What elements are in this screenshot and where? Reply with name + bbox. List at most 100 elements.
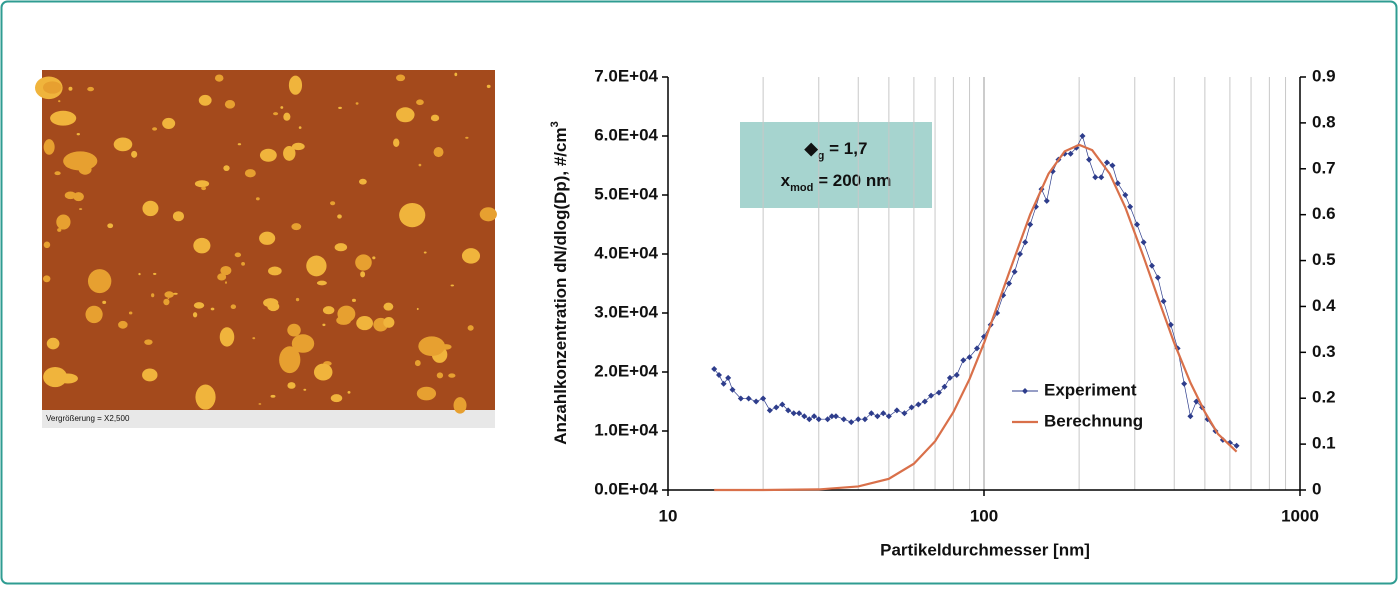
y2-tick-label: 0.9 <box>1312 66 1336 85</box>
particle <box>201 187 206 191</box>
particle <box>287 324 300 337</box>
y2-tick-label: 0.4 <box>1312 296 1336 315</box>
particle <box>211 308 215 311</box>
particle <box>87 87 94 91</box>
particle <box>359 179 367 185</box>
particle <box>118 321 128 329</box>
legend-label: Berechnung <box>1044 411 1143 430</box>
particle <box>194 302 204 308</box>
particle <box>462 248 480 263</box>
particle <box>79 208 82 210</box>
particle <box>260 149 277 162</box>
particle <box>152 127 157 130</box>
particle <box>131 151 137 158</box>
particle <box>65 159 73 168</box>
particle <box>348 391 351 394</box>
particle <box>195 180 209 187</box>
y2-tick-label: 0.7 <box>1312 158 1336 177</box>
particle <box>58 374 78 384</box>
particle <box>416 99 424 105</box>
particle <box>296 298 299 301</box>
particle <box>417 308 419 310</box>
y-tick-label: 5.0E+04 <box>594 184 658 203</box>
particle <box>163 299 169 305</box>
particle <box>487 85 491 88</box>
particle <box>287 382 295 389</box>
particle <box>43 275 50 282</box>
annotation-sub: mod <box>790 182 813 194</box>
y-tick-label: 1.0E+04 <box>594 420 658 439</box>
particle <box>335 243 348 251</box>
particle <box>220 327 235 346</box>
particle <box>465 137 468 139</box>
particle <box>138 273 140 275</box>
particle <box>258 403 261 405</box>
particle <box>225 100 235 109</box>
particle <box>195 385 215 410</box>
particle <box>241 262 245 266</box>
y2-tick-label: 0.3 <box>1312 342 1336 361</box>
y-tick-label: 2.0E+04 <box>594 361 658 380</box>
particle <box>173 211 184 221</box>
particle <box>393 139 399 147</box>
annotation-text: ◆ <box>804 139 819 158</box>
particle <box>259 232 275 245</box>
particle <box>153 273 156 275</box>
particle <box>144 339 152 345</box>
particle <box>355 254 372 270</box>
particle <box>114 138 133 152</box>
particle <box>44 242 51 249</box>
particle <box>273 112 278 115</box>
y-label-text: Anzahlkonzentration dN/dlog(Dp), #/cm <box>551 127 570 444</box>
particle <box>480 207 497 221</box>
particle <box>417 387 436 401</box>
particle <box>338 107 342 109</box>
particle <box>454 397 467 413</box>
particle <box>356 102 359 104</box>
particle <box>280 106 283 109</box>
particle <box>330 201 335 205</box>
particle <box>383 317 394 328</box>
particle <box>396 107 415 122</box>
particle <box>279 346 300 373</box>
particle <box>238 143 241 145</box>
particle <box>73 192 84 201</box>
x-tick-label: 100 <box>970 506 998 525</box>
particle <box>468 325 474 331</box>
particle <box>314 364 333 381</box>
particle <box>424 252 427 254</box>
legend-label: Experiment <box>1044 380 1137 399</box>
particle <box>68 87 72 91</box>
particle <box>193 312 197 317</box>
particle <box>431 115 439 122</box>
particle <box>352 299 356 302</box>
particle <box>162 118 175 129</box>
y2-tick-label: 0.5 <box>1312 250 1336 269</box>
particle <box>299 126 302 129</box>
particle <box>173 293 177 295</box>
particle <box>129 311 132 314</box>
x-axis-label: Partikeldurchmesser [nm] <box>880 540 1090 559</box>
particle <box>267 302 279 311</box>
particle <box>193 238 210 254</box>
particle <box>434 147 444 157</box>
particle <box>289 76 302 95</box>
particle <box>43 81 62 93</box>
particle <box>107 223 113 228</box>
particle <box>268 267 282 276</box>
particle <box>88 269 111 293</box>
y2-tick-label: 0 <box>1312 479 1321 498</box>
particle <box>151 293 154 297</box>
particle <box>199 95 212 106</box>
particle <box>292 143 305 150</box>
particle <box>245 169 256 177</box>
particle <box>50 111 76 126</box>
particle <box>410 204 421 210</box>
y2-tick-label: 0.6 <box>1312 204 1336 223</box>
caption: Vergrößerung = X2,500 <box>46 414 130 423</box>
particle <box>306 256 326 277</box>
particle <box>360 271 365 277</box>
particle <box>448 373 455 377</box>
particle <box>396 75 405 82</box>
y2-tick-label: 0.2 <box>1312 388 1336 407</box>
